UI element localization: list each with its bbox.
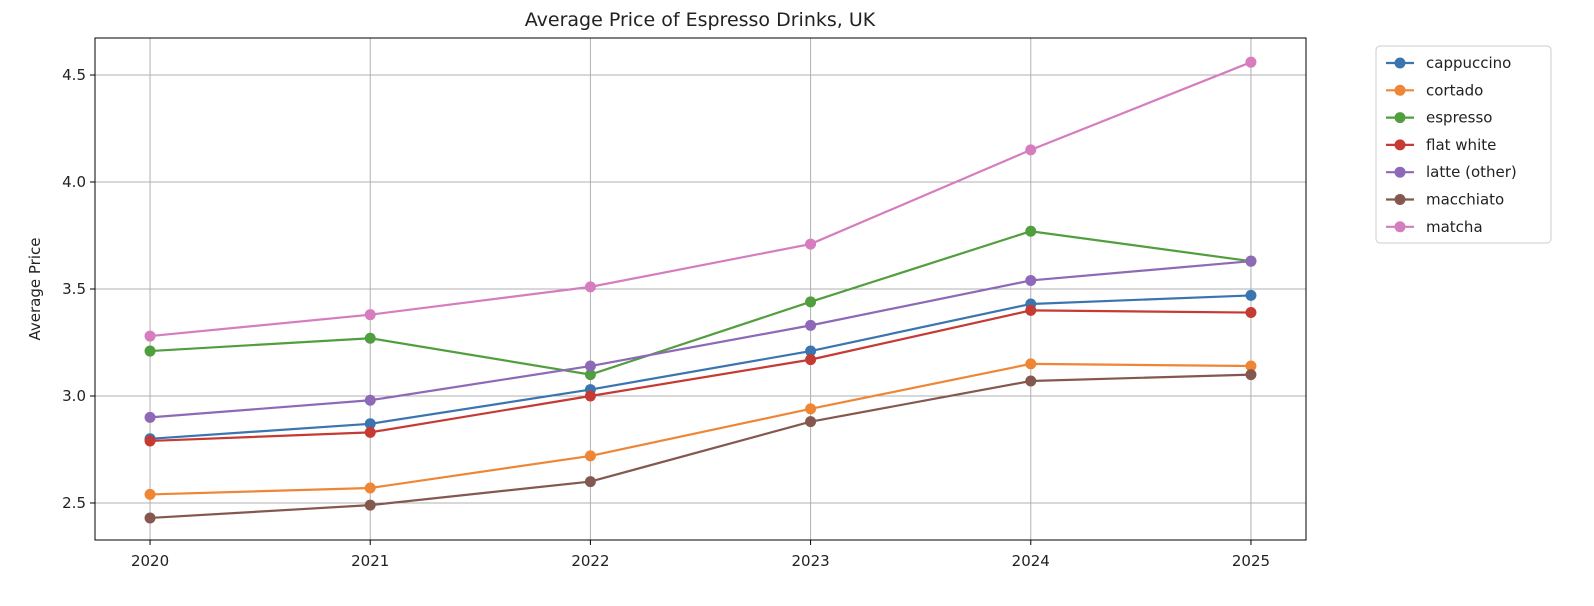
data-point (364, 309, 376, 321)
legend-marker (1394, 84, 1406, 96)
data-point (805, 403, 817, 415)
y-tick-label: 3.5 (62, 280, 86, 298)
x-tick-label: 2021 (351, 552, 389, 570)
data-point (1245, 360, 1257, 372)
series-line (149, 373, 1251, 520)
data-point (364, 332, 376, 344)
legend-marker (1394, 166, 1406, 178)
data-point (584, 369, 596, 381)
legend-item: cappuccino (1386, 54, 1511, 72)
ticks: 2020 2021 2022 2023 2024 2025 2.5 3.0 3.5 4.0 4.5 (62, 66, 1270, 570)
grid (95, 38, 1306, 540)
data-point (1245, 289, 1257, 301)
data-point (1245, 56, 1257, 68)
data-point (144, 330, 156, 342)
x-tick-label: 2022 (571, 552, 609, 570)
legend-item: latte (other) (1386, 163, 1517, 181)
data-point (584, 360, 596, 372)
data-point (1245, 307, 1257, 319)
data-point (584, 281, 596, 293)
legend-label: flat white (1426, 136, 1496, 154)
y-tick-label: 2.5 (62, 494, 86, 512)
x-tick-label: 2024 (1012, 552, 1050, 570)
chart-title: Average Price of Espresso Drinks, UK (525, 9, 876, 31)
data-point (805, 319, 817, 331)
series-latte-other (144, 255, 1257, 423)
data-point (364, 482, 376, 494)
series-matcha (144, 56, 1257, 342)
series-flat-white (144, 304, 1257, 447)
legend-marker (1394, 57, 1406, 69)
legend-label: matcha (1426, 218, 1483, 236)
legend-marker (1394, 112, 1406, 124)
data-point (805, 345, 817, 357)
legend-label: cortado (1426, 81, 1483, 99)
data-point (805, 354, 817, 366)
series-group (144, 56, 1257, 524)
data-point (1025, 375, 1037, 387)
data-point (144, 411, 156, 423)
x-tick-label: 2020 (131, 552, 169, 570)
legend-marker (1394, 139, 1406, 151)
data-point (805, 296, 817, 308)
x-tick-label: 2025 (1232, 552, 1270, 570)
series-line (149, 260, 1252, 419)
data-point (805, 416, 817, 428)
series-espresso (144, 225, 1257, 381)
data-point (364, 394, 376, 406)
data-point (144, 435, 156, 447)
data-point (805, 238, 817, 250)
data-point (1025, 304, 1037, 316)
data-point (1245, 255, 1257, 267)
series-cortado (144, 358, 1257, 500)
data-point (1025, 358, 1037, 370)
y-axis-label: Average Price (26, 238, 44, 341)
series-line (150, 362, 1251, 496)
data-point (144, 488, 156, 500)
legend-item: macchiato (1386, 191, 1504, 209)
data-point (1025, 144, 1037, 156)
legend-item: cortado (1386, 81, 1483, 99)
data-point (144, 512, 156, 524)
legend-item: matcha (1386, 218, 1483, 236)
x-tick-label: 2023 (791, 552, 829, 570)
y-tick-label: 4.5 (62, 66, 86, 84)
data-point (144, 345, 156, 357)
legend-label: macchiato (1426, 191, 1504, 209)
legend-marker (1394, 194, 1406, 205)
series-line (149, 294, 1251, 440)
legend-item: espresso (1386, 109, 1492, 127)
series-line (150, 309, 1251, 443)
legend-item: flat white (1386, 136, 1496, 154)
legend-label: cappuccino (1426, 54, 1511, 72)
series-line (149, 230, 1252, 376)
legend: cappuccino cortado espresso flat white latte… (1375, 45, 1552, 244)
data-point (584, 450, 596, 462)
legend-label: latte (other) (1426, 163, 1517, 181)
y-tick-label: 4.0 (62, 173, 86, 191)
y-tick-label: 3.0 (62, 387, 86, 405)
series-cappuccino (144, 289, 1257, 445)
data-point (364, 426, 376, 438)
series-line (149, 61, 1252, 338)
data-point (584, 476, 596, 488)
data-point (364, 418, 376, 430)
data-point (1025, 225, 1037, 237)
data-point (1245, 369, 1257, 381)
data-point (364, 499, 376, 511)
data-point (1025, 274, 1037, 286)
data-point (584, 390, 596, 402)
legend-box (1375, 45, 1552, 244)
legend-marker (1394, 221, 1406, 233)
legend-label: espresso (1426, 109, 1492, 127)
series-macchiato (144, 369, 1257, 524)
